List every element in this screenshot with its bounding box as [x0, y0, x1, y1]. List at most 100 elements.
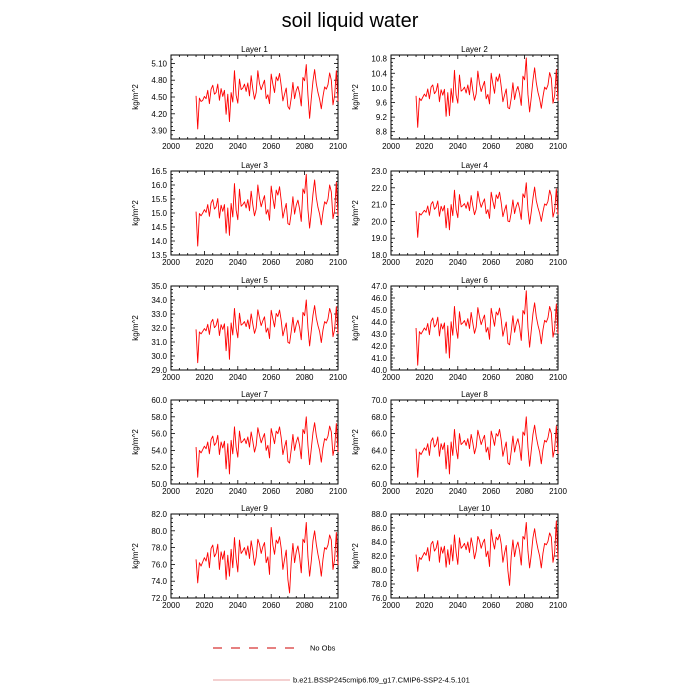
y-tick-label: 60.0 [371, 480, 387, 489]
legend: No Obs b.e21.BSSP245cmip6.f09_g17.CMIP6-… [213, 644, 470, 685]
y-tick-label: 10.4 [371, 69, 387, 78]
x-tick-label: 2000 [162, 258, 180, 267]
y-tick-label: 64.0 [371, 446, 387, 455]
x-tick-label: 2060 [482, 487, 500, 496]
series-line [415, 290, 559, 366]
y-tick-label: 40.0 [371, 366, 387, 375]
x-tick-label: 2100 [549, 373, 567, 382]
x-tick-label: 2000 [382, 258, 400, 267]
x-tick-label: 2100 [329, 258, 347, 267]
y-tick-label: 80.0 [151, 527, 167, 536]
y-tick-label: 80.0 [371, 566, 387, 575]
panel-title: Layer 3 [241, 161, 268, 170]
x-tick-label: 2060 [482, 373, 500, 382]
y-tick-label: 35.0 [151, 282, 167, 291]
x-tick-label: 2020 [196, 258, 214, 267]
x-tick-label: 2100 [549, 601, 567, 610]
y-tick-label: 58.0 [151, 413, 167, 422]
panel-title: Layer 2 [461, 45, 488, 54]
y-tick-label: 10.0 [371, 84, 387, 93]
panel-title: Layer 1 [241, 45, 268, 54]
y-tick-label: 82.0 [151, 510, 167, 519]
figure-title: soil liquid water [282, 10, 419, 32]
panel-title: Layer 8 [461, 390, 488, 399]
x-tick-label: 2080 [516, 258, 534, 267]
y-tick-label: 47.0 [371, 282, 387, 291]
panel-layer-6: Layer 6 kg/m^2 2000 2020 2040 2060 2080 2100 40.… [351, 276, 567, 382]
series-line [415, 520, 559, 586]
legend-no-obs-label: No Obs [310, 644, 336, 653]
y-tick-label: 70.0 [371, 396, 387, 405]
y-tick-label: 15.0 [151, 209, 167, 218]
y-tick-label: 62.0 [371, 463, 387, 472]
y-tick-label: 29.0 [151, 366, 167, 375]
x-tick-label: 2080 [516, 601, 534, 610]
y-tick-label: 21.0 [371, 201, 387, 210]
y-tick-label: 72.0 [151, 594, 167, 603]
x-tick-label: 2080 [296, 487, 314, 496]
y-tick-label: 46.0 [371, 294, 387, 303]
x-tick-label: 2040 [229, 601, 247, 610]
y-tick-label: 74.0 [151, 577, 167, 586]
series-line [195, 521, 339, 594]
x-tick-label: 2000 [382, 487, 400, 496]
x-tick-label: 2000 [382, 601, 400, 610]
x-tick-label: 2060 [262, 601, 280, 610]
series-line [195, 173, 339, 247]
y-axis-label: kg/m^2 [131, 429, 140, 455]
y-tick-label: 4.80 [151, 76, 167, 85]
y-axis-label: kg/m^2 [351, 315, 360, 341]
y-tick-label: 5.10 [151, 59, 167, 68]
panel-layer-3: Layer 3 kg/m^2 2000 2020 2040 2060 2080 2100 13.… [131, 161, 347, 267]
y-tick-label: 23.0 [371, 167, 387, 176]
x-tick-label: 2040 [449, 373, 467, 382]
y-tick-label: 15.5 [151, 195, 167, 204]
x-tick-label: 2000 [162, 601, 180, 610]
y-tick-label: 76.0 [151, 560, 167, 569]
y-tick-label: 76.0 [371, 594, 387, 603]
x-tick-label: 2040 [229, 142, 247, 151]
panel-layer-7: Layer 7 kg/m^2 2000 2020 2040 2060 2080 2100 50.… [131, 390, 347, 496]
y-tick-label: 22.0 [371, 184, 387, 193]
y-tick-label: 4.20 [151, 110, 167, 119]
series-line [195, 416, 339, 478]
y-tick-label: 13.5 [151, 251, 167, 260]
series-line [415, 57, 559, 128]
panel-title: Layer 7 [241, 390, 268, 399]
x-tick-label: 2020 [196, 142, 214, 151]
x-tick-label: 2060 [482, 142, 500, 151]
y-tick-label: 78.0 [371, 580, 387, 589]
x-tick-label: 2060 [262, 373, 280, 382]
legend-model-run-label: b.e21.BSSP245cmip6.f09_g17.CMIP6-SSP2-4.… [293, 676, 470, 685]
y-axis-label: kg/m^2 [131, 84, 140, 110]
y-tick-label: 78.0 [151, 544, 167, 553]
x-tick-label: 2020 [196, 373, 214, 382]
plot-frame [170, 285, 339, 371]
y-tick-label: 43.0 [371, 330, 387, 339]
x-tick-label: 2040 [449, 258, 467, 267]
x-tick-label: 2020 [416, 601, 434, 610]
series-line [195, 64, 339, 130]
y-tick-label: 45.0 [371, 306, 387, 315]
panels-group: Layer 1 kg/m^2 2000 2020 2040 2060 2080 2100 3.9… [131, 45, 567, 610]
x-tick-label: 2100 [329, 601, 347, 610]
y-tick-label: 4.50 [151, 93, 167, 102]
y-tick-label: 60.0 [151, 396, 167, 405]
x-tick-label: 2040 [229, 487, 247, 496]
panel-layer-2: Layer 2 kg/m^2 2000 2020 2040 2060 2080 2100 8.8… [351, 45, 567, 151]
y-tick-label: 41.0 [371, 354, 387, 363]
x-tick-label: 2080 [296, 142, 314, 151]
y-tick-label: 30.0 [151, 352, 167, 361]
series-line [195, 299, 339, 364]
y-axis-label: kg/m^2 [131, 543, 140, 569]
y-tick-label: 31.0 [151, 338, 167, 347]
panel-title: Layer 10 [459, 504, 491, 513]
y-tick-label: 52.0 [151, 463, 167, 472]
x-tick-label: 2020 [416, 258, 434, 267]
y-tick-label: 9.2 [376, 113, 388, 122]
plot-frame [390, 399, 559, 485]
y-tick-label: 68.0 [371, 413, 387, 422]
series-line [415, 182, 559, 238]
y-axis-label: kg/m^2 [131, 315, 140, 341]
panel-layer-10: Layer 10 kg/m^2 2000 2020 2040 2060 2080 2100 76… [351, 504, 567, 610]
